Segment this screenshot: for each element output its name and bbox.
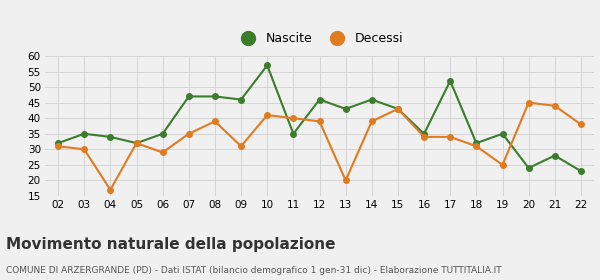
Decessi (473, 144, 480, 148)
Decessi (263, 113, 271, 117)
Decessi (55, 144, 62, 148)
Nascite (55, 141, 62, 145)
Nascite (159, 132, 166, 136)
Nascite (263, 64, 271, 67)
Decessi (133, 141, 140, 145)
Decessi (159, 151, 166, 154)
Decessi (107, 188, 114, 192)
Decessi (577, 123, 584, 126)
Nascite (525, 166, 532, 170)
Decessi (238, 144, 245, 148)
Text: Movimento naturale della popolazione: Movimento naturale della popolazione (6, 237, 335, 252)
Decessi (290, 116, 297, 120)
Decessi (499, 163, 506, 167)
Legend: Nascite, Decessi: Nascite, Decessi (230, 27, 409, 50)
Decessi (316, 120, 323, 123)
Line: Nascite: Nascite (55, 62, 584, 174)
Nascite (133, 141, 140, 145)
Decessi (342, 179, 349, 182)
Decessi (421, 135, 428, 139)
Nascite (368, 98, 376, 101)
Nascite (421, 132, 428, 136)
Decessi (80, 148, 88, 151)
Decessi (551, 104, 559, 108)
Nascite (473, 141, 480, 145)
Decessi (394, 107, 401, 111)
Decessi (185, 132, 193, 136)
Decessi (211, 120, 218, 123)
Nascite (107, 135, 114, 139)
Nascite (394, 107, 401, 111)
Nascite (80, 132, 88, 136)
Nascite (238, 98, 245, 101)
Nascite (446, 79, 454, 83)
Nascite (290, 132, 297, 136)
Nascite (185, 95, 193, 98)
Nascite (551, 154, 559, 157)
Nascite (211, 95, 218, 98)
Nascite (499, 132, 506, 136)
Decessi (446, 135, 454, 139)
Nascite (316, 98, 323, 101)
Line: Decessi: Decessi (55, 100, 584, 193)
Decessi (525, 101, 532, 104)
Nascite (577, 169, 584, 173)
Decessi (368, 120, 376, 123)
Text: COMUNE DI ARZERGRANDE (PD) - Dati ISTAT (bilancio demografico 1 gen-31 dic) - El: COMUNE DI ARZERGRANDE (PD) - Dati ISTAT … (6, 266, 502, 275)
Nascite (342, 107, 349, 111)
